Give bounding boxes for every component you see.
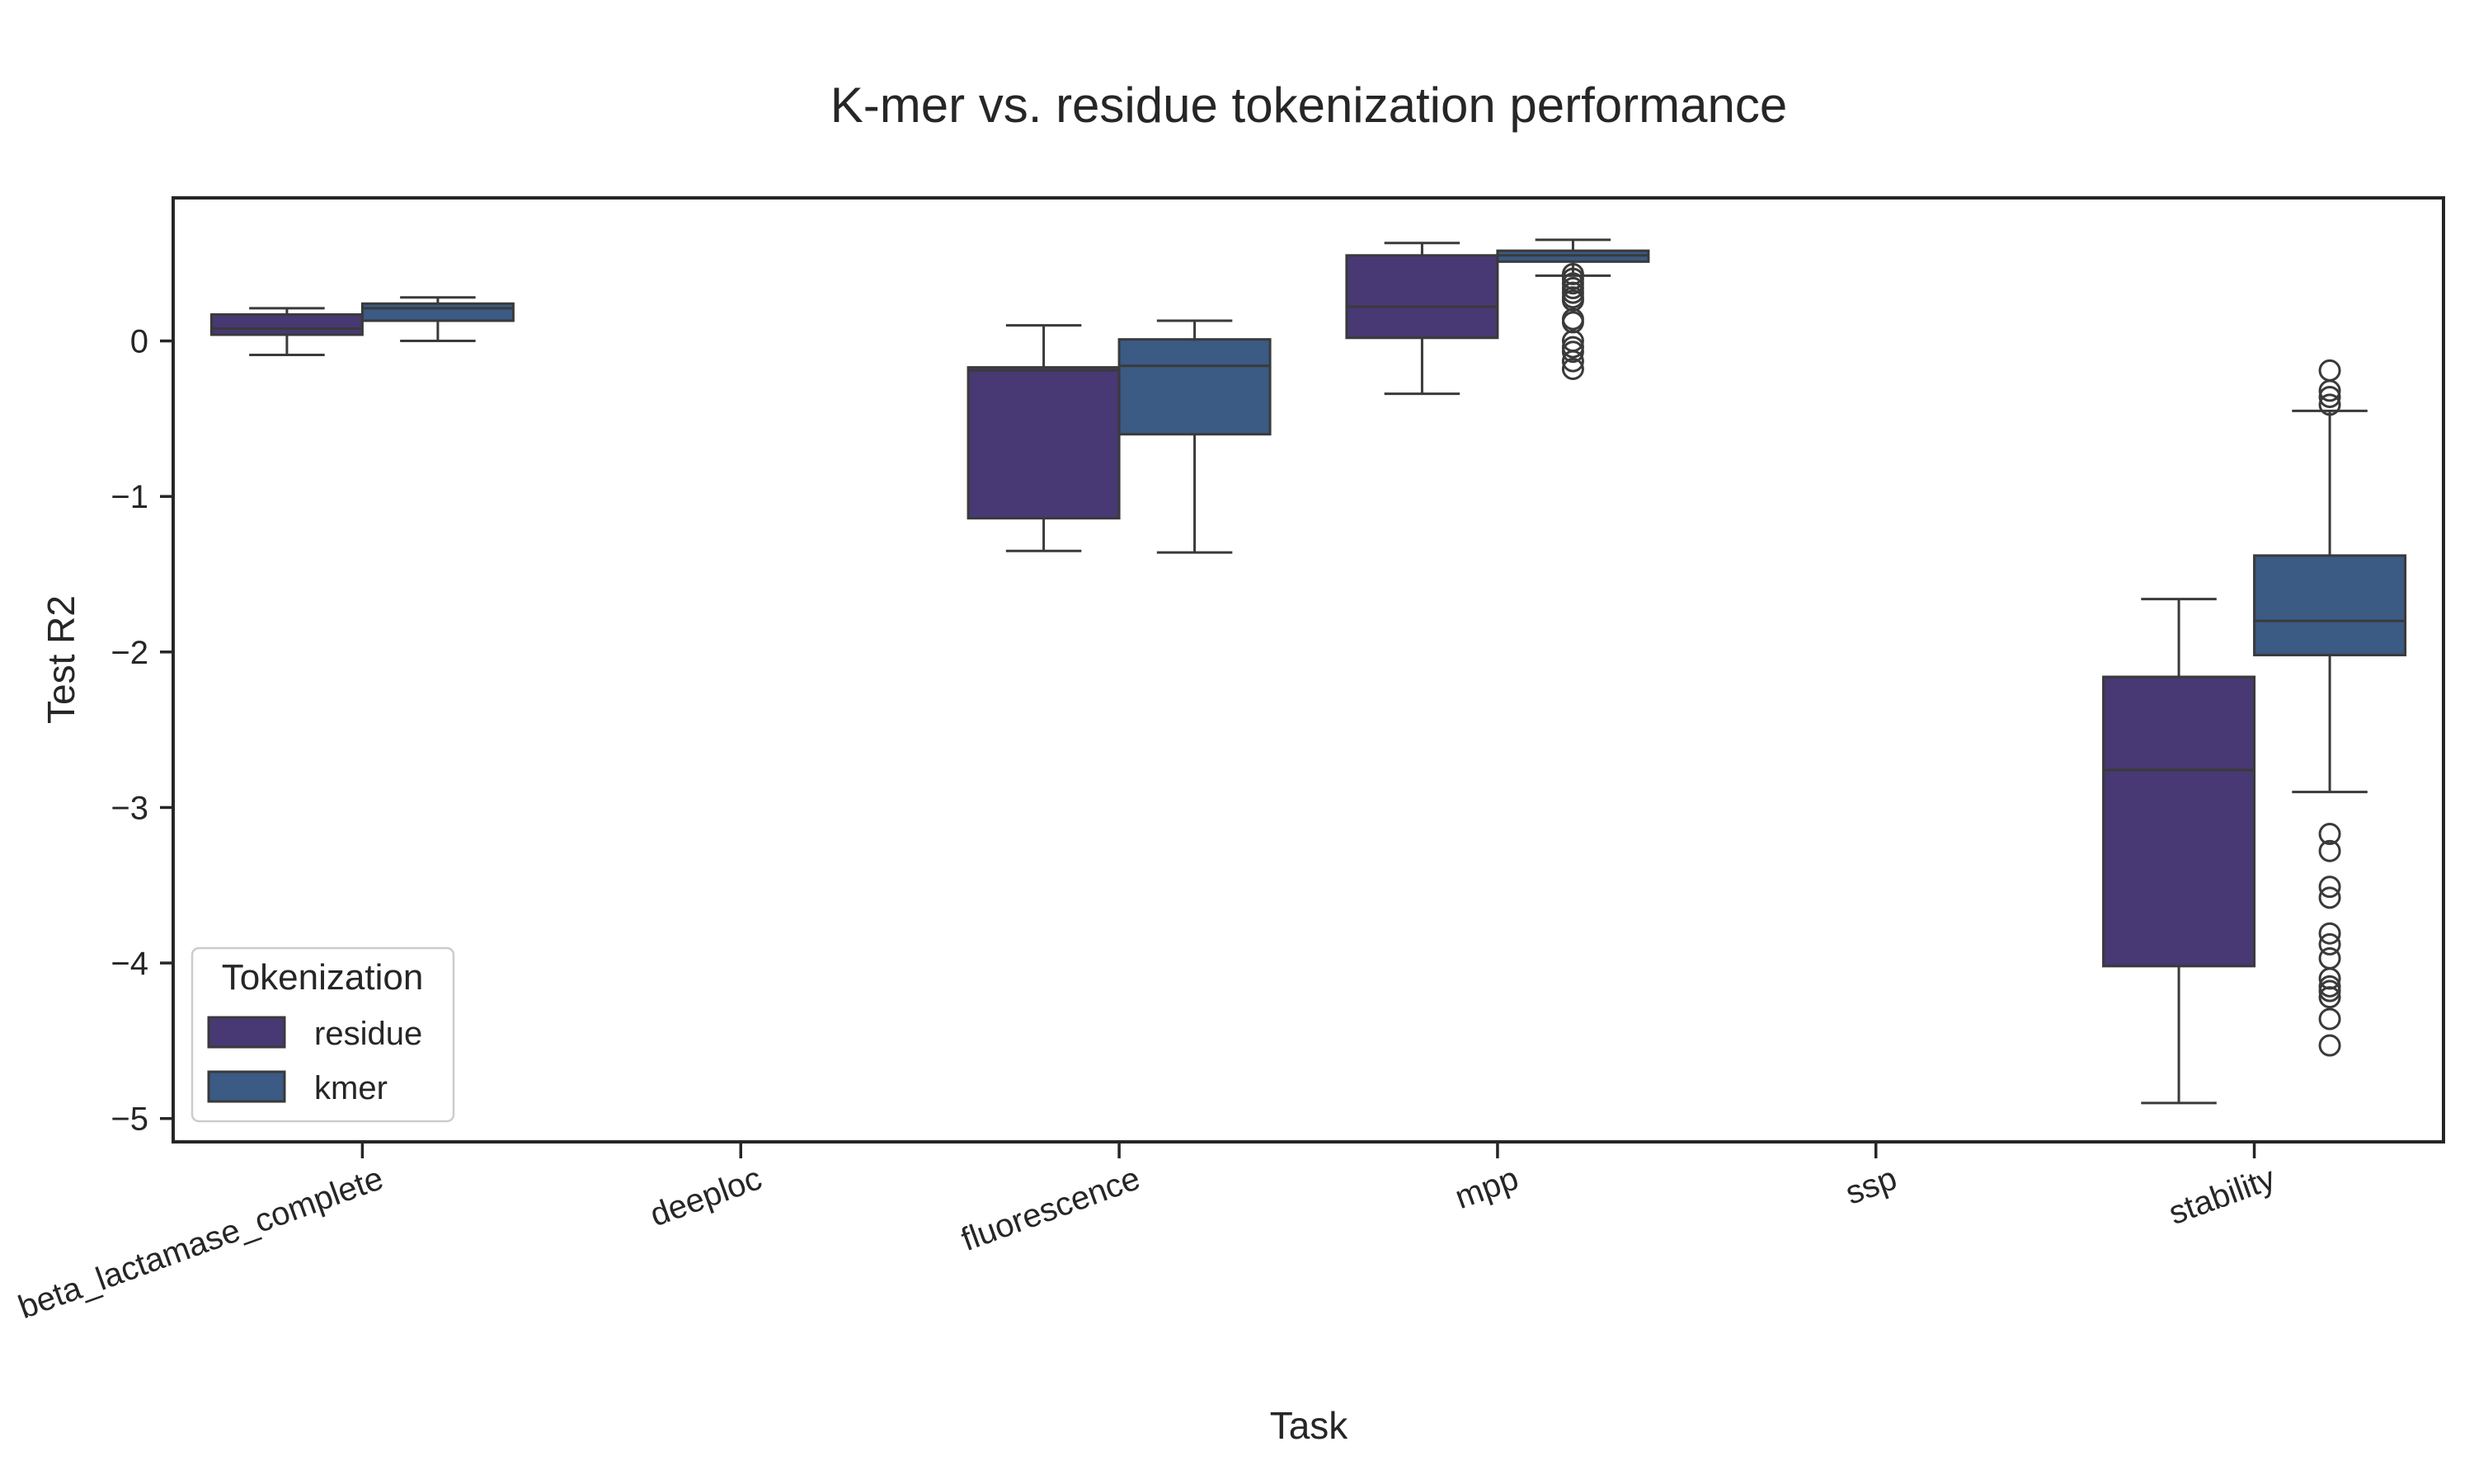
legend-label-residue: residue bbox=[314, 1016, 422, 1052]
box-kmer-stability bbox=[2253, 359, 2407, 1057]
outlier-point bbox=[2318, 922, 2341, 945]
outlier-point bbox=[2318, 1007, 2341, 1031]
box-residue-mpp bbox=[1345, 242, 1499, 396]
outlier-point bbox=[2318, 876, 2341, 899]
axis-ticks: 0 −1 −2 −3 −4 −5 beta_lactamase_complete deeplo… bbox=[14, 324, 2280, 1327]
y-tick-label: −1 bbox=[111, 479, 148, 515]
x-tick-label-mpp: mpp bbox=[1451, 1160, 1523, 1216]
y-tick-label: 0 bbox=[130, 324, 148, 360]
box-kmer-mpp bbox=[1496, 238, 1650, 380]
legend-swatch-kmer bbox=[207, 1070, 286, 1103]
box-residue-stability bbox=[2102, 598, 2256, 1105]
outlier-point bbox=[2318, 946, 2341, 970]
y-tick-label: −3 bbox=[111, 790, 148, 826]
outlier-point bbox=[2318, 823, 2341, 846]
outlier-point bbox=[1561, 340, 1584, 364]
plot-frame bbox=[172, 196, 2445, 1144]
x-tick-label-deeploc: deeploc bbox=[646, 1160, 767, 1233]
y-axis-title: Test R2 bbox=[40, 595, 82, 724]
y-tick-label: −4 bbox=[111, 946, 148, 982]
outlier-point bbox=[2318, 393, 2341, 416]
outlier-point bbox=[2318, 385, 2341, 408]
outlier-point bbox=[2318, 886, 2341, 909]
legend-title: Tokenization bbox=[222, 957, 424, 998]
box-iqr bbox=[360, 302, 515, 322]
outlier-point bbox=[2318, 979, 2341, 1003]
box-residue-fluorescence bbox=[967, 324, 1121, 552]
chart-title: K-mer vs. residue tokenization performan… bbox=[830, 77, 1788, 133]
outlier-point bbox=[1561, 350, 1584, 373]
outlier-point bbox=[2318, 839, 2341, 862]
x-axis-title: Task bbox=[1270, 1404, 1349, 1447]
box-iqr bbox=[1345, 254, 1499, 340]
outlier-point bbox=[1561, 357, 1584, 380]
x-tick-label-fluorescence: fluorescence bbox=[957, 1160, 1145, 1258]
y-tick-label: −5 bbox=[111, 1101, 148, 1138]
x-tick-label-beta_lactamase_complete: beta_lactamase_complete bbox=[14, 1160, 388, 1326]
box-kmer-fluorescence bbox=[1117, 319, 1272, 554]
box-residue-beta_lactamase_complete bbox=[209, 307, 364, 357]
outlier-point bbox=[2318, 986, 2341, 1009]
box-iqr bbox=[967, 366, 1121, 520]
plot-area bbox=[172, 196, 2445, 1144]
legend: Tokenization residue kmer bbox=[190, 946, 455, 1123]
x-tick-label-stability: stability bbox=[2164, 1160, 2279, 1232]
legend-swatch-residue bbox=[207, 1016, 286, 1049]
outlier-point bbox=[2318, 379, 2341, 402]
outlier-point bbox=[2318, 359, 2341, 382]
box-iqr bbox=[1117, 338, 1272, 436]
box-iqr bbox=[2253, 554, 2407, 657]
outlier-point bbox=[2318, 1034, 2341, 1057]
box-iqr bbox=[209, 312, 364, 336]
y-tick-label: −2 bbox=[111, 635, 148, 671]
box-kmer-beta_lactamase_complete bbox=[360, 296, 515, 343]
x-tick-label-ssp: ssp bbox=[1841, 1160, 1902, 1212]
outlier-point bbox=[2318, 932, 2341, 956]
legend-label-kmer: kmer bbox=[314, 1070, 388, 1106]
box-iqr bbox=[2102, 675, 2256, 968]
